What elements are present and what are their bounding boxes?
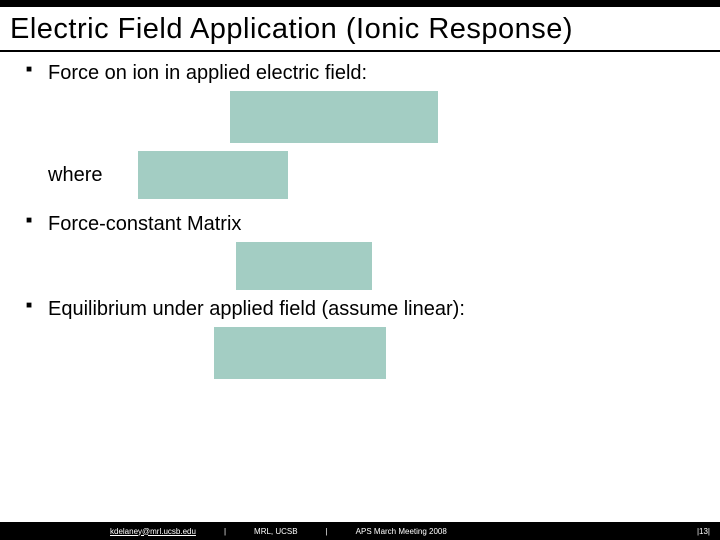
title-area: Electric Field Application (Ionic Respon… <box>0 7 720 52</box>
footer-separator: | <box>224 527 226 536</box>
bullet-text: Force on ion in applied electric field: <box>48 62 367 84</box>
bullet-item: Equilibrium under applied field (assume … <box>20 298 700 379</box>
slide-content: Force on ion in applied electric field: … <box>0 52 720 522</box>
footer-page-number: |13| <box>697 527 710 536</box>
footer-email[interactable]: kdelaney@mrl.ucsb.edu <box>110 527 196 536</box>
bullet-list: Force on ion in applied electric field: … <box>20 62 700 379</box>
footer-center-text: MRL, UCSB <box>254 527 298 536</box>
equation-box-2 <box>138 151 288 199</box>
slide-title: Electric Field Application (Ionic Respon… <box>10 13 710 46</box>
where-row: where <box>20 151 700 199</box>
bullet-text: Equilibrium under applied field (assume … <box>48 298 465 320</box>
footer-bar: kdelaney@mrl.ucsb.edu | MRL, UCSB | APS … <box>0 522 720 540</box>
where-label: where <box>48 164 102 187</box>
bullet-item: Force on ion in applied electric field: <box>20 62 700 143</box>
footer-right-text: APS March Meeting 2008 <box>356 527 447 536</box>
bullet-item: Force-constant Matrix <box>20 213 700 290</box>
footer-separator: | <box>326 527 328 536</box>
bullet-text: Force-constant Matrix <box>48 213 241 235</box>
equation-box-1 <box>230 91 438 143</box>
equation-box-3 <box>236 242 372 290</box>
equation-box-4 <box>214 327 386 379</box>
top-black-bar <box>0 0 720 7</box>
